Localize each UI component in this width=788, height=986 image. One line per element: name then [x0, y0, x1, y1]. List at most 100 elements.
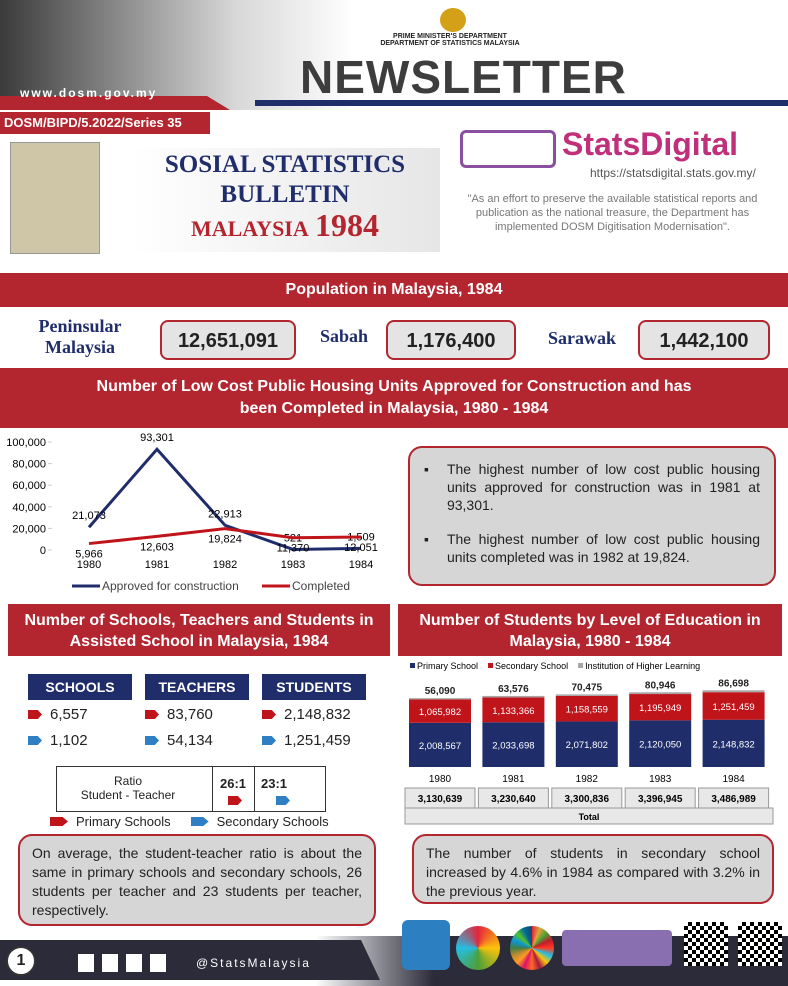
legend-label: Secondary Schools: [216, 814, 329, 829]
ratio-label-line: Student - Teacher: [80, 788, 176, 802]
x-tick-label: 1984: [722, 774, 745, 785]
primary-icon: [228, 796, 242, 805]
secondary-icon: [276, 796, 290, 805]
data-label: 1,195,949: [639, 703, 681, 714]
data-label: 11,370: [277, 543, 310, 555]
bar-segment: [555, 694, 618, 696]
bar-segment: [629, 692, 692, 695]
header: [0, 0, 788, 110]
data-label: 70,475: [572, 682, 603, 693]
line: [87, 446, 362, 551]
data-label: 21,073: [72, 510, 106, 522]
ratio-label-line: Ratio: [113, 774, 142, 788]
y-tick-label: 20,000: [12, 523, 46, 535]
bar-segment: [482, 695, 545, 698]
crest: [440, 8, 466, 32]
data-label: 63,576: [498, 684, 529, 695]
bar-segment: [702, 690, 765, 693]
line-chart: 0 20,000 40,000 60,000 80,000 100,000 1980 1981…: [6, 432, 378, 593]
bar-segment: [409, 699, 471, 723]
data-label: 56,090: [425, 686, 456, 697]
total-label: Total: [579, 812, 600, 822]
notes: ▪ The highest number of low cost public h…: [408, 446, 776, 586]
school-row: 2,148,832: [262, 706, 351, 723]
icon: [28, 710, 42, 719]
bulletin-line: SOSIAL STATISTICS: [164, 151, 406, 178]
bulletin-year: 1984: [315, 207, 380, 243]
social-icons[interactable]: [78, 954, 166, 972]
cover-image: [10, 142, 100, 254]
total: 3,486,989: [711, 794, 756, 805]
value: 1,102: [50, 732, 88, 749]
brand: StatsDigital: [562, 126, 739, 162]
school-row: 83,760: [145, 706, 213, 723]
legend-swatch: [488, 663, 494, 668]
x-tick-label: 1983: [281, 559, 305, 571]
icon: [145, 736, 159, 745]
school-row: 1,251,459: [262, 732, 351, 749]
value: 83,760: [167, 706, 213, 723]
bar-segment: [409, 722, 471, 767]
x-tick-label: 1980: [77, 559, 101, 571]
website: www.dosm.gov.my: [20, 86, 158, 100]
data-label: 80,946: [645, 680, 676, 691]
data-label: 5,966: [75, 549, 103, 561]
legend-label: Approved for construction: [102, 579, 239, 593]
column-header: TEACHERS: [145, 674, 249, 700]
bar-segment: [555, 695, 618, 722]
bar-segment: [629, 720, 692, 767]
logo: [456, 926, 500, 970]
logo: [510, 926, 554, 970]
divider: [254, 766, 255, 812]
logo: [402, 920, 450, 970]
legend-label: Primary School: [417, 661, 478, 671]
data-label: 12,051: [344, 542, 378, 554]
bar-segment: [482, 722, 545, 767]
legend: Primary Schools Secondary Schools: [50, 814, 329, 829]
page-number: 1: [6, 946, 36, 976]
y-tick-label: 80,000: [12, 459, 46, 471]
pop-label: Sarawak: [547, 328, 616, 348]
legend-swatch: [578, 663, 584, 668]
ratio: 23:1: [260, 776, 288, 791]
data-label: 19,824: [208, 534, 242, 546]
note: The highest number of low cost public ho…: [446, 531, 760, 565]
handle: @StatsMalaysia: [196, 956, 311, 970]
bulletin-country: MALAYSIA: [190, 216, 309, 241]
url: https://statsdigital.stats.gov.my/: [590, 166, 756, 180]
pop-label: Peninsular Malaysia: [38, 316, 122, 357]
y-tick-label: 60,000: [12, 480, 46, 492]
data-label: 2,120,050: [639, 740, 681, 751]
bulletin-line: BULLETIN: [220, 181, 350, 208]
school-row: 6,557: [28, 706, 88, 723]
legend-label: Completed: [292, 579, 350, 593]
y-tick-label: 0: [40, 545, 46, 557]
column-header: STUDENTS: [262, 674, 366, 700]
data-label: 1,065,982: [419, 707, 461, 718]
data-label: 93,301: [140, 432, 174, 444]
bar-segment: [629, 694, 692, 721]
data-label: 22,913: [208, 508, 242, 520]
ratio: 26:1: [219, 776, 247, 791]
bar-segment: [702, 719, 765, 767]
icon: [28, 736, 42, 745]
data-label: 12,603: [140, 541, 174, 553]
x-tick-label: 1982: [213, 559, 237, 571]
legend-label: Institution of Higher Learning: [585, 661, 700, 671]
footer-bar: [0, 940, 380, 980]
section-title: Number of Schools, Teachers and Students…: [8, 604, 390, 656]
line: [88, 527, 362, 546]
total: 3,396,945: [638, 794, 683, 805]
y-tick-label: 100,000: [6, 437, 46, 449]
dept-line: PRIME MINISTER'S DEPARTMENT: [393, 33, 507, 40]
icon: [262, 736, 276, 745]
school-row: 1,102: [28, 732, 88, 749]
data-label: 1,158,559: [566, 705, 608, 716]
section-title: Number of Low Cost Public Housing Units …: [0, 368, 788, 428]
series: DOSM/BIPD/5.2022/Series 35: [0, 112, 210, 134]
dept: PRIME MINISTER'S DEPARTMENT DEPARTMENT OF…: [340, 33, 560, 47]
qr-code[interactable]: [684, 922, 728, 966]
value: 1,251,459: [284, 732, 351, 749]
qr-code[interactable]: [738, 922, 782, 966]
